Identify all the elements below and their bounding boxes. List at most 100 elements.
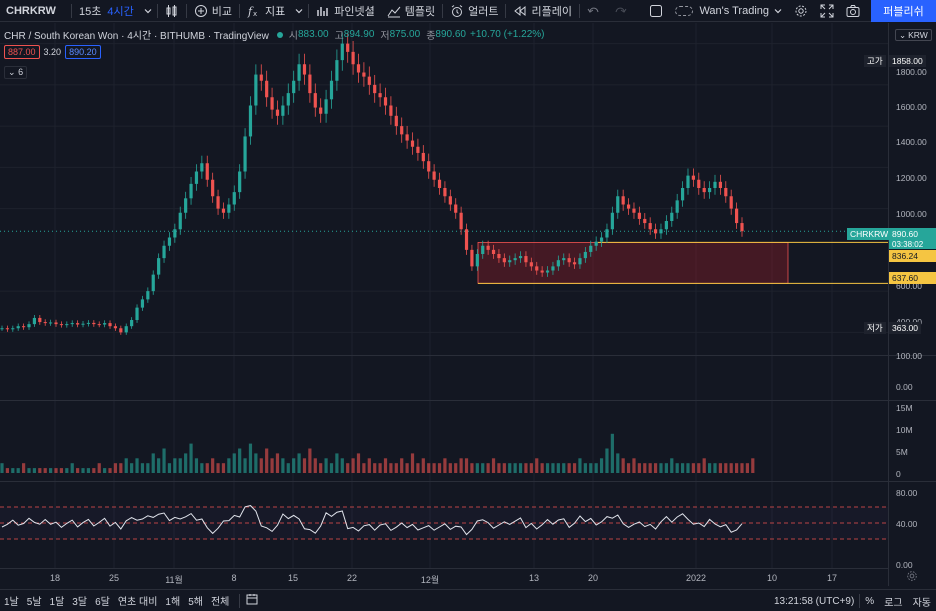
candle-body: [524, 256, 528, 263]
indicators-label: 지표: [264, 5, 286, 18]
volume-bar: [740, 463, 744, 473]
candle-body: [49, 322, 53, 324]
candle-body: [486, 245, 490, 250]
candle-body: [394, 115, 398, 127]
range-ytd[interactable]: 연초 대비: [117, 597, 158, 608]
replay-button[interactable]: 리플레이: [507, 0, 577, 22]
volume-bar: [578, 458, 582, 473]
volume-bar: [427, 463, 431, 473]
settings-gear-icon[interactable]: [788, 0, 814, 22]
pane-separator[interactable]: [0, 481, 936, 482]
alerts-button[interactable]: 얼러트: [444, 0, 504, 22]
volume-bar: [421, 458, 425, 473]
range-1y[interactable]: 1해: [165, 597, 181, 608]
chart-canvas[interactable]: [0, 23, 888, 568]
candle-body: [86, 322, 91, 324]
volume-bar: [5, 468, 10, 473]
axis-settings-gear-icon[interactable]: [906, 570, 918, 585]
divider: [505, 3, 507, 18]
percent-scale-toggle[interactable]: %: [865, 595, 875, 607]
volume-bar: [216, 463, 220, 473]
symbol-search[interactable]: CHRKRW: [6, 4, 56, 17]
candle-body: [578, 258, 582, 265]
bid-price[interactable]: 887.00: [4, 45, 40, 59]
volume-bar: [751, 458, 755, 473]
rsi-tick: 0.00: [896, 560, 913, 570]
pane-separator[interactable]: [0, 355, 936, 356]
volume-bar: [691, 463, 695, 473]
candle-body: [589, 245, 593, 252]
market-status-dot: [276, 31, 283, 38]
undo-icon[interactable]: [581, 0, 607, 22]
volume-bar: [97, 463, 101, 473]
price-tick: 1800.00: [896, 67, 927, 77]
candle-body: [470, 249, 474, 267]
volume-bar: [583, 463, 587, 473]
volume-tick: 15M: [896, 403, 913, 413]
compare-button[interactable]: 비교: [188, 0, 238, 22]
symbol-price-label: CHRKRW: [847, 228, 892, 240]
range-3m[interactable]: 3달: [72, 597, 88, 608]
price-axis[interactable]: ⌄ KRW 1800.00 1600.00 1400.00 1200.00 100…: [888, 23, 936, 586]
interval-4h[interactable]: 4시간: [107, 5, 134, 18]
pane-separator[interactable]: [0, 400, 936, 401]
redo-icon[interactable]: [607, 0, 633, 22]
indicators-dropdown-icon[interactable]: [291, 0, 307, 22]
bid-ask: 887.00 3.20 890.20: [4, 45, 101, 59]
price-tick: 1000.00: [896, 209, 927, 219]
range-6m[interactable]: 6달: [95, 597, 110, 608]
fullscreen-square-icon[interactable]: [643, 0, 669, 22]
candle-body: [626, 204, 631, 209]
candle-body: [0, 328, 4, 330]
volume-bar: [130, 463, 134, 473]
log-scale-toggle[interactable]: 로그: [884, 597, 903, 609]
range-all[interactable]: 전체: [210, 597, 230, 608]
volume-bar: [497, 463, 501, 473]
volume-bar: [76, 468, 80, 473]
candle-body: [130, 320, 134, 327]
auto-scale-toggle[interactable]: 자동: [912, 597, 931, 609]
candle-body: [491, 249, 496, 254]
goto-date-icon[interactable]: [246, 593, 258, 608]
range-1m[interactable]: 1달: [49, 597, 65, 608]
volume-bar: [335, 453, 339, 473]
ask-price[interactable]: 890.20: [65, 45, 101, 59]
candle-body: [697, 179, 701, 188]
low-tag-value: 363.00: [892, 323, 918, 333]
interval-15s[interactable]: 15초: [79, 5, 102, 18]
indicator-collapse-button[interactable]: ⌄ 6: [4, 66, 28, 79]
volume-bar: [319, 463, 323, 473]
volume-bar: [551, 463, 555, 473]
range-5y[interactable]: 5해: [188, 597, 203, 608]
volume-bar: [22, 463, 26, 473]
currency-selector[interactable]: ⌄ KRW: [895, 29, 932, 41]
time-axis[interactable]: 18 25 11월 8 15 22 12월 13 20 2022 10 17: [0, 568, 888, 586]
range-1d[interactable]: 1날: [4, 597, 19, 608]
range-5d[interactable]: 5날: [26, 597, 42, 608]
layout-menu[interactable]: Wan's Trading: [669, 0, 788, 22]
chart-type-candles-icon[interactable]: [159, 0, 185, 22]
candle-body: [265, 80, 269, 98]
camera-icon[interactable]: [840, 0, 866, 22]
fullscreen-icon[interactable]: [814, 0, 840, 22]
rsi-tick: 80.00: [896, 488, 918, 498]
replay-label: 리플레이: [531, 5, 572, 18]
publish-button[interactable]: 퍼블리쉬: [871, 0, 936, 22]
templates-button[interactable]: 템플릿: [381, 0, 441, 22]
candle-body: [270, 97, 274, 110]
candle-body: [32, 317, 37, 325]
candle-body: [157, 258, 161, 275]
legend-title[interactable]: CHR / South Korean Won · 4시간 · BITHUMB ·…: [4, 31, 269, 42]
volume-bar: [232, 453, 236, 473]
interval-dropdown-icon[interactable]: [140, 0, 156, 22]
candle-body: [599, 237, 604, 242]
spread-value: 3.20: [43, 47, 62, 57]
clock-timezone[interactable]: 13:21:58 (UTC+9): [773, 595, 855, 607]
chart-area[interactable]: [0, 23, 888, 586]
candle-body: [70, 323, 74, 325]
series-legend: CHR / South Korean Won · 4시간 · BITHUMB ·…: [4, 27, 544, 42]
candle-body: [124, 326, 128, 333]
pine-button[interactable]: 파인넷셜: [310, 0, 380, 22]
candle-body: [448, 196, 452, 205]
